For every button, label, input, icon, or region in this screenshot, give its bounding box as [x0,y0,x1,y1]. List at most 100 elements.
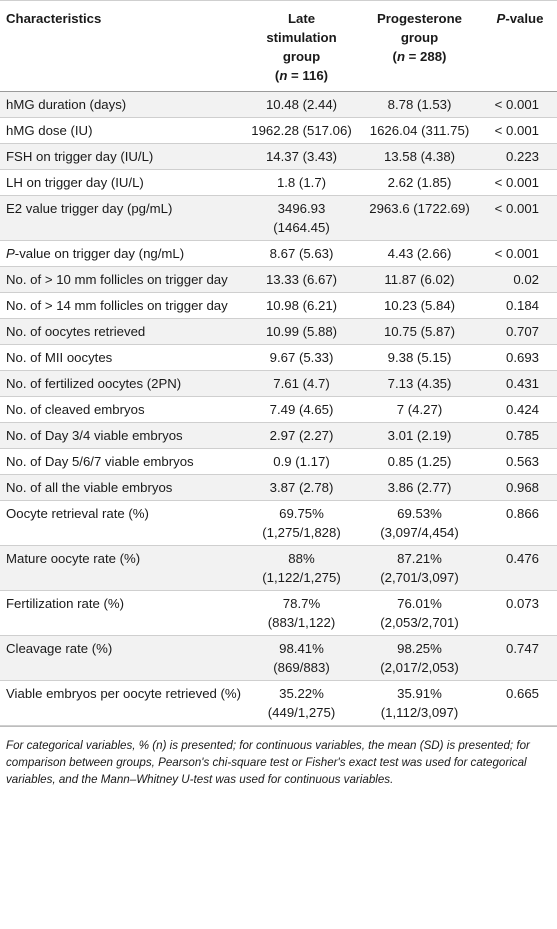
table-footnote: For categorical variables, % (n) is pres… [0,726,557,788]
cell-late-stimulation: 88% (1,122/1,275) [247,545,356,591]
cell-p-value: < 0.001 [483,169,557,196]
cell-late-stimulation: 1.8 (1.7) [247,169,356,196]
row-label: No. of fertilized oocytes (2PN) [0,370,247,397]
cell-late-stimulation: 10.48 (2.44) [247,91,356,118]
table-row: hMG dose (IU) 1962.28 (517.06) 1626.04 (31… [0,117,557,144]
table-header: Characteristics Late stimulation group (… [0,0,557,92]
cell-progesterone: 7.13 (4.35) [356,370,483,397]
row-label: No. of Day 5/6/7 viable embryos [0,448,247,475]
cell-late-stimulation: 98.41% (869/883) [247,635,356,681]
row-label: No. of all the viable embryos [0,474,247,501]
row-label: No. of > 14 mm follicles on trigger day [0,292,247,319]
cell-progesterone: 10.75 (5.87) [356,318,483,345]
cell-progesterone: 69.53% (3,097/4,454) [356,500,483,546]
cell-late-stimulation: 13.33 (6.67) [247,266,356,293]
cell-late-stimulation: 10.98 (6.21) [247,292,356,319]
row-label: hMG duration (days) [0,91,247,118]
cell-late-stimulation: 14.37 (3.43) [247,143,356,170]
table-row: No. of Day 3/4 viable embryos 2.97 (2.27)… [0,422,557,449]
results-table: Characteristics Late stimulation group (… [0,0,557,726]
row-label: P-value on trigger day (ng/mL) [0,240,247,267]
row-label: Mature oocyte rate (%) [0,545,247,591]
cell-late-stimulation: 35.22% (449/1,275) [247,680,356,726]
cell-progesterone: 35.91% (1,112/3,097) [356,680,483,726]
results-table-container: Characteristics Late stimulation group (… [0,0,557,788]
cell-p-value: 0.563 [483,448,557,475]
cell-late-stimulation: 2.97 (2.27) [247,422,356,449]
cell-progesterone: 76.01% (2,053/2,701) [356,590,483,636]
table-row: No. of > 10 mm follicles on trigger day 1… [0,266,557,293]
cell-progesterone: 8.78 (1.53) [356,91,483,118]
cell-progesterone: 2963.6 (1722.69) [356,195,483,241]
cell-p-value: 0.424 [483,396,557,423]
row-label: Fertilization rate (%) [0,590,247,636]
cell-progesterone: 0.85 (1.25) [356,448,483,475]
table-row: P-value on trigger day (ng/mL) 8.67 (5.63… [0,240,557,267]
cell-p-value: 0.476 [483,545,557,591]
cell-progesterone: 1626.04 (311.75) [356,117,483,144]
row-label: No. of MII oocytes [0,344,247,371]
table-row: Mature oocyte rate (%) 88% (1,122/1,275) 8… [0,545,557,591]
cell-progesterone: 4.43 (2.66) [356,240,483,267]
row-label: No. of Day 3/4 viable embryos [0,422,247,449]
cell-p-value: 0.693 [483,344,557,371]
table-row: No. of cleaved embryos 7.49 (4.65) 7 (4.27… [0,396,557,423]
cell-progesterone: 7 (4.27) [356,396,483,423]
table-row: Oocyte retrieval rate (%) 69.75% (1,275/1… [0,500,557,546]
cell-progesterone: 9.38 (5.15) [356,344,483,371]
header-progesterone-group: Progesterone group (n = 288) [356,0,483,92]
cell-p-value: 0.073 [483,590,557,636]
cell-late-stimulation: 69.75% (1,275/1,828) [247,500,356,546]
row-label: No. of oocytes retrieved [0,318,247,345]
table-row: No. of MII oocytes 9.67 (5.33) 9.38 (5.15)… [0,344,557,371]
cell-late-stimulation: 1962.28 (517.06) [247,117,356,144]
cell-late-stimulation: 8.67 (5.63) [247,240,356,267]
table-row: LH on trigger day (IU/L) 1.8 (1.7) 2.62 (1… [0,169,557,196]
cell-p-value: 0.866 [483,500,557,546]
header-late-stimulation-group: Late stimulation group (n = 116) [247,0,356,92]
cell-progesterone: 3.01 (2.19) [356,422,483,449]
cell-p-value: < 0.001 [483,91,557,118]
row-label: No. of > 10 mm follicles on trigger day [0,266,247,293]
cell-progesterone: 11.87 (6.02) [356,266,483,293]
cell-late-stimulation: 78.7% (883/1,122) [247,590,356,636]
table-row: E2 value trigger day (pg/mL) 3496.93 (146… [0,195,557,241]
cell-p-value: 0.223 [483,143,557,170]
cell-late-stimulation: 7.61 (4.7) [247,370,356,397]
cell-p-value: 0.431 [483,370,557,397]
row-label: hMG dose (IU) [0,117,247,144]
row-label: FSH on trigger day (IU/L) [0,143,247,170]
cell-progesterone: 3.86 (2.77) [356,474,483,501]
header-characteristics: Characteristics [0,0,247,92]
cell-late-stimulation: 7.49 (4.65) [247,396,356,423]
cell-p-value: < 0.001 [483,117,557,144]
cell-p-value: 0.184 [483,292,557,319]
cell-p-value: < 0.001 [483,240,557,267]
row-label: Oocyte retrieval rate (%) [0,500,247,546]
cell-progesterone: 13.58 (4.38) [356,143,483,170]
cell-p-value: 0.968 [483,474,557,501]
table-body: hMG duration (days) 10.48 (2.44) 8.78 (1.5… [0,91,557,726]
cell-p-value: 0.665 [483,680,557,726]
table-row: No. of all the viable embryos 3.87 (2.78)… [0,474,557,501]
table-row: Viable embryos per oocyte retrieved (%) 3… [0,680,557,726]
table-row: No. of oocytes retrieved 10.99 (5.88) 10.7… [0,318,557,345]
cell-progesterone: 98.25% (2,017/2,053) [356,635,483,681]
table-row: No. of Day 5/6/7 viable embryos 0.9 (1.17… [0,448,557,475]
cell-progesterone: 2.62 (1.85) [356,169,483,196]
table-row: No. of > 14 mm follicles on trigger day 1… [0,292,557,319]
table-row: Fertilization rate (%) 78.7% (883/1,122) 7… [0,590,557,636]
row-label: LH on trigger day (IU/L) [0,169,247,196]
cell-late-stimulation: 10.99 (5.88) [247,318,356,345]
table-row: Cleavage rate (%) 98.41% (869/883) 98.25% … [0,635,557,681]
cell-p-value: 0.02 [483,266,557,293]
cell-p-value: 0.785 [483,422,557,449]
table-row: FSH on trigger day (IU/L) 14.37 (3.43) 13.… [0,143,557,170]
cell-p-value: 0.707 [483,318,557,345]
table-row: hMG duration (days) 10.48 (2.44) 8.78 (1.5… [0,91,557,118]
cell-late-stimulation: 3.87 (2.78) [247,474,356,501]
row-label: E2 value trigger day (pg/mL) [0,195,247,241]
cell-late-stimulation: 3496.93 (1464.45) [247,195,356,241]
cell-late-stimulation: 0.9 (1.17) [247,448,356,475]
cell-p-value: < 0.001 [483,195,557,241]
